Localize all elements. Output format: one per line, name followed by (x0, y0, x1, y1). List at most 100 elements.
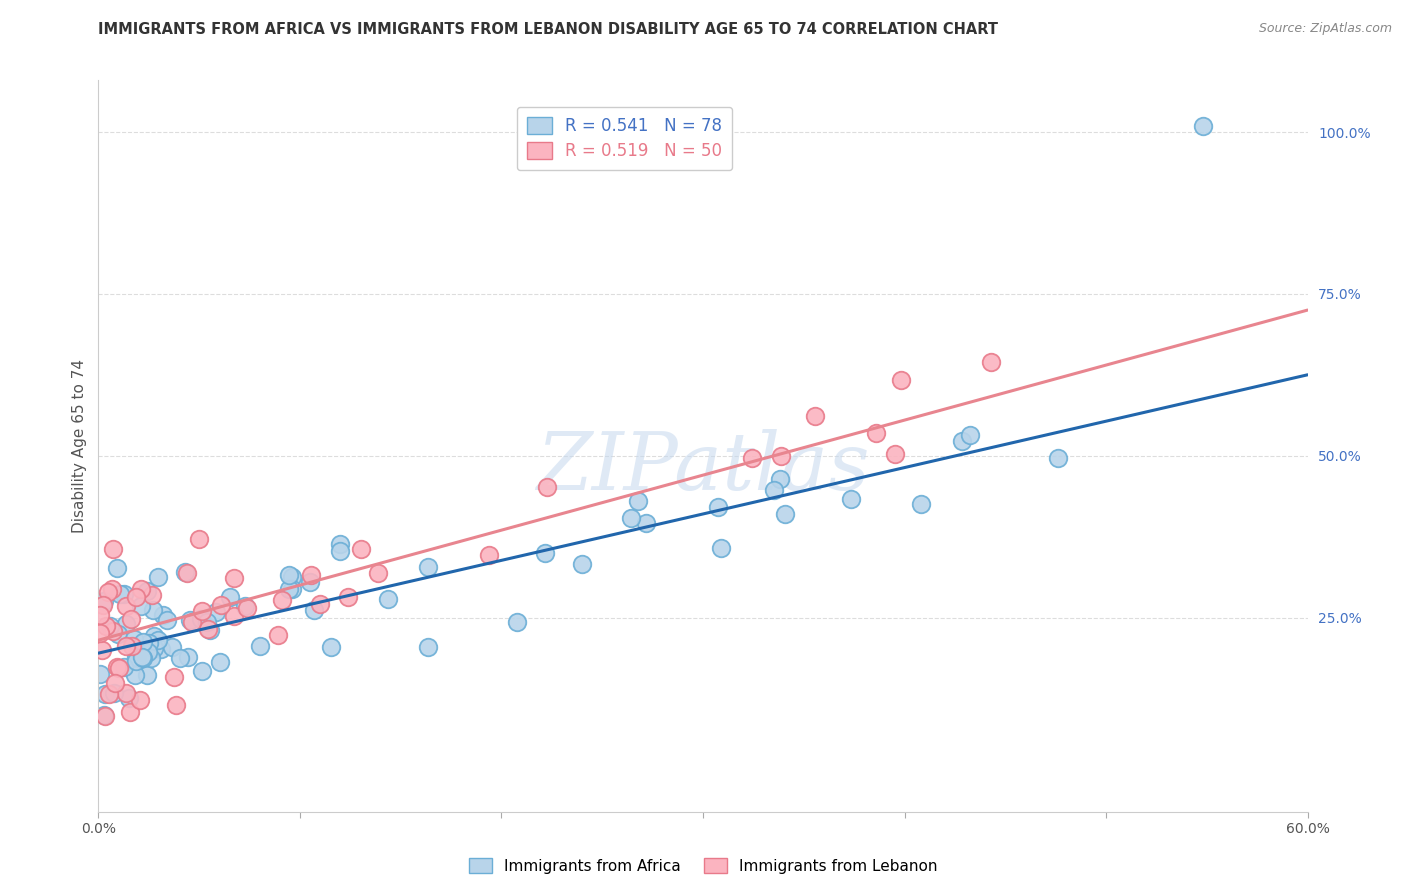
Point (149, 641, 172, 656)
Point (478, 549, 501, 563)
Point (281, 582, 304, 596)
Point (131, 599, 153, 613)
Point (571, 557, 593, 571)
Legend: Immigrants from Africa, Immigrants from Lebanon: Immigrants from Africa, Immigrants from … (463, 852, 943, 880)
Point (136, 584, 159, 599)
Point (416, 560, 439, 574)
Point (125, 644, 148, 658)
Point (101, 582, 124, 596)
Point (281, 570, 304, 584)
Point (131, 635, 153, 649)
Point (505, 615, 527, 629)
Point (1046, 450, 1069, 465)
Point (97, 585, 120, 599)
Point (91, 598, 114, 612)
Point (634, 516, 657, 530)
Point (120, 705, 142, 719)
Point (143, 640, 166, 655)
Point (139, 651, 162, 665)
Point (536, 480, 558, 494)
Point (125, 590, 148, 604)
Point (97, 687, 120, 701)
Point (534, 546, 557, 560)
Point (209, 656, 232, 670)
Point (176, 566, 198, 581)
Point (125, 654, 148, 668)
Point (163, 670, 186, 684)
Point (179, 613, 201, 627)
Point (101, 542, 124, 557)
Point (181, 615, 204, 629)
Point (349, 541, 371, 556)
Point (270, 592, 292, 607)
Point (115, 686, 138, 700)
Point (329, 544, 352, 558)
Point (236, 600, 259, 615)
Point (122, 632, 145, 647)
Point (96, 619, 118, 633)
Point (959, 427, 981, 442)
Point (89, 626, 111, 640)
Point (309, 597, 332, 611)
Point (135, 668, 157, 682)
Point (124, 668, 146, 682)
Point (108, 661, 131, 675)
Point (89, 666, 111, 681)
Point (209, 598, 232, 612)
Text: IMMIGRANTS FROM AFRICA VS IMMIGRANTS FROM LEBANON DISABILITY AGE 65 TO 74 CORREL: IMMIGRANTS FROM AFRICA VS IMMIGRANTS FRO… (98, 22, 998, 37)
Point (741, 450, 763, 465)
Point (93, 707, 115, 722)
Point (416, 640, 439, 654)
Point (162, 640, 184, 654)
Point (367, 566, 389, 581)
Point (233, 599, 256, 613)
Point (266, 628, 288, 642)
Y-axis label: Disability Age 65 to 74: Disability Age 65 to 74 (72, 359, 87, 533)
Point (107, 627, 129, 641)
Point (142, 602, 165, 616)
Point (104, 676, 127, 690)
Point (141, 588, 163, 602)
Point (197, 622, 219, 636)
Point (249, 639, 271, 653)
Point (710, 541, 733, 556)
Point (770, 449, 793, 463)
Point (706, 500, 728, 515)
Point (136, 645, 159, 659)
Point (132, 651, 155, 665)
Point (101, 624, 124, 639)
Point (299, 567, 322, 582)
Point (103, 686, 125, 700)
Text: ZIPatlas: ZIPatlas (536, 429, 870, 507)
Point (146, 570, 169, 584)
Point (118, 690, 141, 705)
Point (173, 565, 195, 579)
Point (129, 582, 152, 597)
Point (105, 659, 128, 673)
Point (89, 607, 111, 622)
Point (146, 632, 169, 647)
Point (950, 434, 973, 448)
Point (190, 612, 212, 626)
Point (114, 639, 136, 653)
Point (112, 587, 135, 601)
Point (131, 650, 153, 665)
Point (277, 568, 299, 582)
Point (191, 665, 214, 679)
Point (143, 629, 166, 643)
Point (108, 587, 131, 601)
Point (169, 650, 191, 665)
Point (114, 616, 136, 631)
Text: Source: ZipAtlas.com: Source: ZipAtlas.com (1258, 22, 1392, 36)
Point (222, 608, 245, 623)
Point (205, 605, 228, 619)
Point (120, 612, 142, 626)
Point (176, 649, 198, 664)
Point (125, 649, 148, 664)
Point (377, 592, 399, 607)
Point (90, 643, 112, 657)
Point (134, 646, 156, 660)
Point (980, 355, 1002, 369)
Point (200, 623, 222, 637)
Point (94, 709, 117, 723)
